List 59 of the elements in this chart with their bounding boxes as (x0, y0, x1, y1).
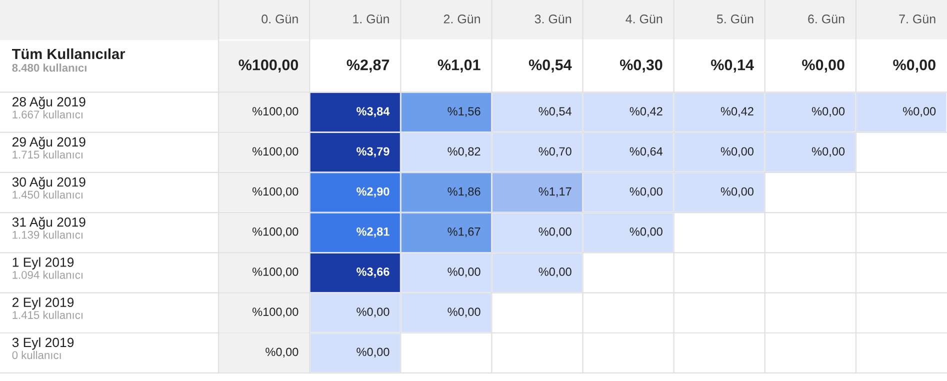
data-label: %0,70 (538, 147, 572, 157)
data-label: %1,01 (438, 59, 480, 72)
data-label: %0,00 (356, 308, 390, 318)
data-label: %1,67 (448, 227, 480, 238)
data-label: %0,64 (630, 147, 663, 157)
data-label: %0,14 (711, 59, 754, 72)
data-label: %2,87 (346, 59, 390, 72)
data-label: %100,00 (238, 59, 298, 72)
data-label: %1,17 (538, 187, 572, 198)
data-label: %0,00 (538, 227, 572, 238)
data-label: %3,66 (356, 268, 390, 278)
data-label: %1,86 (448, 187, 480, 198)
y-tick-label: 2 Eyl 2019 1.415 kullanıcı (12, 297, 82, 319)
data-label: %100,00 (252, 227, 298, 238)
data-label: %0,00 (448, 268, 480, 278)
x-tick-label: 0. Gün (262, 14, 298, 24)
y-tick-label: 29 Ağu 2019 1.715 kullanıcı (12, 136, 86, 159)
data-label: %0,82 (448, 147, 480, 157)
data-label: %0,00 (538, 268, 572, 278)
x-tick-label: 5. Gün (716, 14, 754, 24)
data-label: %2,81 (356, 227, 390, 238)
data-label: %0,00 (893, 59, 936, 72)
y-tick-label: 31 Ağu 2019 1.139 kullanıcı (12, 216, 86, 239)
data-label: %0,42 (720, 107, 754, 117)
data-label: %100,00 (252, 147, 298, 157)
data-label: %0,00 (630, 227, 662, 238)
y-tick-label: 3 Eyl 2019 0 kullanıcı (12, 337, 74, 360)
data-label: %100,00 (252, 107, 298, 117)
data-label: %0,30 (620, 59, 662, 72)
data-label: %0,00 (802, 59, 844, 72)
x-tick-label: 3. Gün (534, 14, 572, 24)
data-label: %0,42 (630, 107, 662, 117)
data-label: %0,54 (528, 59, 572, 72)
y-tick-label: Tüm Kullanıcılar 8.480 kullanıcı (12, 48, 126, 72)
data-label: %0,00 (720, 147, 754, 157)
data-label: %0,00 (720, 187, 754, 198)
data-label: %0,00 (812, 147, 845, 157)
data-label: %0,00 (903, 107, 936, 117)
data-label: %1,56 (448, 107, 480, 117)
data-label: %100,00 (252, 187, 298, 198)
data-label: %3,84 (356, 107, 390, 118)
x-tick-label: 2. Gün (444, 14, 480, 24)
data-label: %0,00 (448, 308, 480, 318)
x-tick-label: 6. Gün (808, 14, 844, 24)
x-tick-label: 7. Gün (899, 14, 936, 24)
data-label: %2,90 (356, 187, 390, 198)
data-label: %0,54 (538, 107, 572, 117)
data-label: %0,00 (630, 187, 662, 198)
data-label: %0,00 (812, 107, 845, 117)
x-tick-label: 4. Gün (626, 14, 662, 24)
y-tick-label: 1 Eyl 2019 1.094 kullanıcı (12, 257, 82, 279)
data-label: %0,00 (356, 348, 390, 358)
data-label: %0,00 (266, 348, 298, 358)
data-label: %100,00 (252, 308, 298, 318)
x-tick-label: 1. Gün (353, 14, 389, 24)
data-label: %3,79 (356, 147, 390, 158)
y-tick-label: 30 Ağu 2019 1.450 kullanıcı (12, 176, 86, 199)
data-label: %100,00 (252, 268, 298, 278)
y-tick-label: 28 Ağu 2019 1.667 kullanıcı (12, 96, 86, 118)
